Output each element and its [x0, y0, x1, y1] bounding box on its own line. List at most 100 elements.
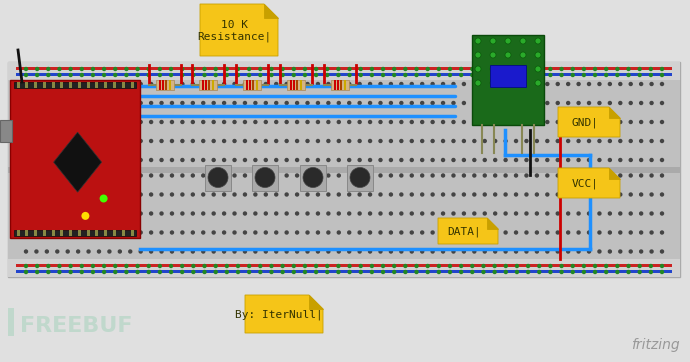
Circle shape [316, 192, 320, 197]
Circle shape [201, 139, 206, 143]
Circle shape [481, 264, 486, 268]
Circle shape [618, 249, 622, 254]
Circle shape [660, 270, 664, 274]
Circle shape [86, 173, 91, 178]
Circle shape [357, 230, 362, 235]
Bar [287, 80, 305, 90]
Circle shape [243, 230, 247, 235]
Circle shape [410, 230, 414, 235]
Circle shape [295, 101, 299, 105]
Circle shape [359, 270, 363, 274]
Circle shape [388, 211, 393, 216]
Circle shape [410, 120, 414, 124]
Bar [60, 230, 63, 236]
Circle shape [399, 192, 404, 197]
Circle shape [472, 158, 477, 162]
Circle shape [660, 158, 664, 162]
Circle shape [618, 120, 622, 124]
Circle shape [243, 173, 247, 178]
Circle shape [475, 38, 481, 44]
Circle shape [347, 101, 351, 105]
Circle shape [292, 67, 296, 71]
Circle shape [504, 249, 508, 254]
Circle shape [524, 139, 529, 143]
Circle shape [571, 264, 575, 268]
Circle shape [34, 230, 39, 235]
Bar [472, 35, 544, 125]
Circle shape [128, 173, 132, 178]
Circle shape [660, 211, 664, 216]
Circle shape [459, 264, 464, 268]
Circle shape [462, 101, 466, 105]
Polygon shape [54, 132, 101, 192]
Circle shape [524, 249, 529, 254]
Circle shape [403, 270, 408, 274]
Circle shape [482, 230, 487, 235]
Circle shape [576, 82, 581, 86]
Circle shape [472, 82, 477, 86]
Circle shape [76, 211, 80, 216]
Circle shape [598, 192, 602, 197]
Circle shape [201, 82, 206, 86]
Circle shape [493, 230, 497, 235]
Circle shape [149, 230, 153, 235]
Circle shape [274, 173, 279, 178]
Circle shape [604, 73, 609, 77]
Bar [199, 80, 217, 90]
Circle shape [482, 120, 487, 124]
Circle shape [34, 82, 39, 86]
Circle shape [201, 158, 206, 162]
Circle shape [180, 270, 184, 274]
Circle shape [555, 211, 560, 216]
Circle shape [639, 120, 643, 124]
Circle shape [284, 211, 289, 216]
Circle shape [274, 158, 279, 162]
Bar [249, 80, 251, 90]
Circle shape [347, 192, 351, 197]
Circle shape [264, 158, 268, 162]
Circle shape [233, 230, 237, 235]
Circle shape [378, 230, 383, 235]
Circle shape [520, 52, 526, 58]
Circle shape [660, 192, 664, 197]
Bar [252, 164, 278, 190]
Circle shape [222, 120, 226, 124]
Circle shape [586, 230, 591, 235]
Circle shape [504, 82, 508, 86]
Circle shape [545, 139, 549, 143]
Circle shape [295, 158, 299, 162]
Circle shape [493, 270, 497, 274]
Circle shape [598, 158, 602, 162]
Polygon shape [558, 168, 620, 198]
Circle shape [482, 82, 487, 86]
Circle shape [370, 67, 374, 71]
Circle shape [638, 73, 642, 77]
Circle shape [545, 158, 549, 162]
Circle shape [128, 192, 132, 197]
Circle shape [493, 67, 497, 71]
Circle shape [482, 249, 487, 254]
Circle shape [392, 73, 397, 77]
Circle shape [159, 120, 164, 124]
Circle shape [269, 67, 274, 71]
Circle shape [135, 67, 140, 71]
Circle shape [316, 173, 320, 178]
Bar [296, 80, 298, 90]
Circle shape [347, 139, 351, 143]
Circle shape [97, 82, 101, 86]
Circle shape [598, 120, 602, 124]
Bar [26, 230, 28, 236]
Circle shape [190, 82, 195, 86]
Circle shape [649, 249, 653, 254]
Circle shape [117, 249, 122, 254]
Circle shape [370, 264, 374, 268]
Circle shape [180, 211, 185, 216]
Circle shape [180, 158, 185, 162]
Circle shape [66, 230, 70, 235]
Circle shape [504, 73, 508, 77]
Circle shape [448, 270, 452, 274]
Circle shape [191, 264, 195, 268]
Circle shape [158, 73, 162, 77]
Circle shape [213, 73, 218, 77]
Circle shape [280, 73, 285, 77]
